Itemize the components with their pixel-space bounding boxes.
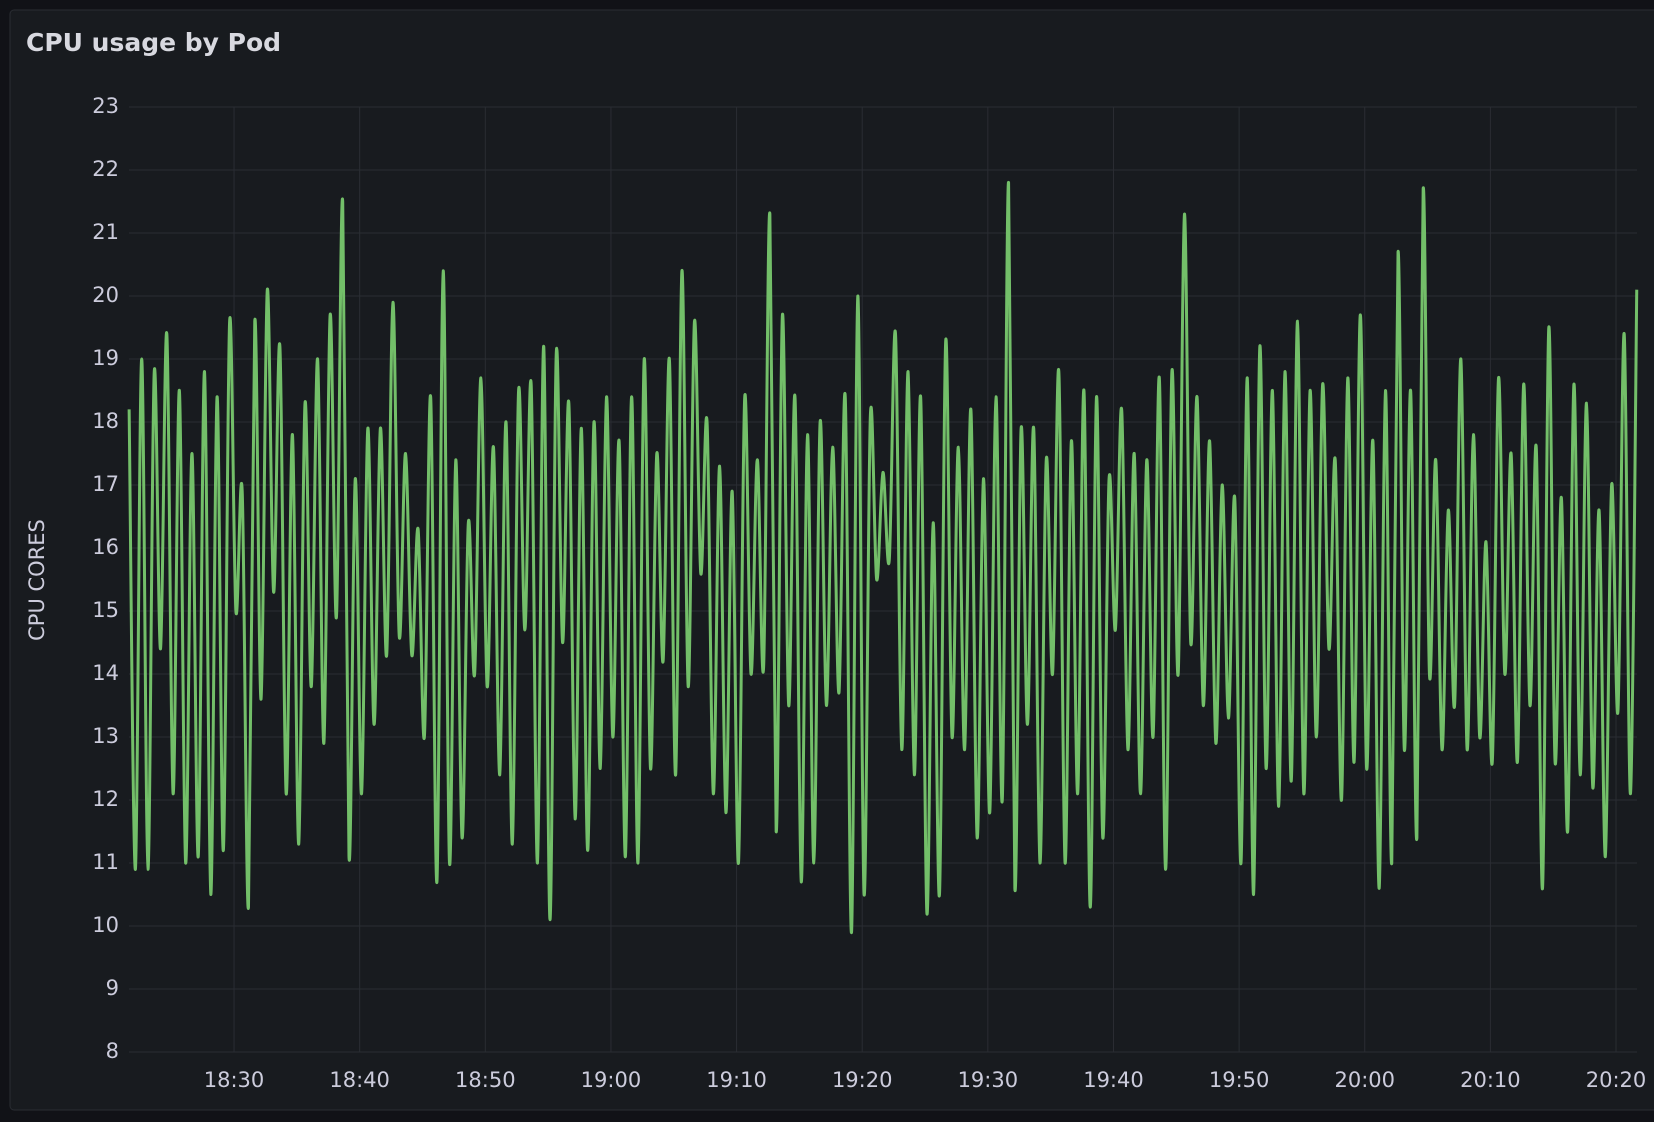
y-tick-label: 22 xyxy=(92,157,119,181)
plot xyxy=(127,181,1639,934)
x-tick-label: 19:00 xyxy=(581,1068,642,1092)
x-tick-label: 18:30 xyxy=(204,1068,265,1092)
y-tick-label: 14 xyxy=(92,661,119,685)
y-tick-label: 8 xyxy=(106,1039,119,1063)
y-tick-label: 12 xyxy=(92,787,119,811)
x-tick-label: 19:10 xyxy=(706,1068,767,1092)
x-tick-label: 20:10 xyxy=(1460,1068,1521,1092)
x-tick-label: 20:20 xyxy=(1586,1068,1647,1092)
y-tick-label: 21 xyxy=(92,220,119,244)
y-tick-label: 10 xyxy=(92,913,119,937)
x-tick-label: 19:20 xyxy=(832,1068,893,1092)
y-tick-label: 20 xyxy=(92,283,119,307)
y-tick-label: 18 xyxy=(92,409,119,433)
y-tick-label: 16 xyxy=(92,535,119,559)
x-tick-label: 20:00 xyxy=(1334,1068,1395,1092)
panel-title: CPU usage by Pod xyxy=(26,28,281,57)
y-tick-label: 9 xyxy=(106,976,119,1000)
y-tick-label: 11 xyxy=(92,850,119,874)
y-axis-label: CPU CORES xyxy=(25,519,49,641)
y-tick-label: 15 xyxy=(92,598,119,622)
y-tick-label: 19 xyxy=(92,346,119,370)
y-tick-label: 13 xyxy=(92,724,119,748)
x-tick-label: 19:40 xyxy=(1083,1068,1144,1092)
series-line xyxy=(127,181,1639,934)
y-tick-label: 17 xyxy=(92,472,119,496)
x-tick-label: 18:50 xyxy=(455,1068,516,1092)
y-tick-label: 23 xyxy=(92,94,119,118)
x-tick-label: 19:30 xyxy=(958,1068,1019,1092)
x-tick-label: 19:50 xyxy=(1209,1068,1270,1092)
x-tick-label: 18:40 xyxy=(329,1068,390,1092)
